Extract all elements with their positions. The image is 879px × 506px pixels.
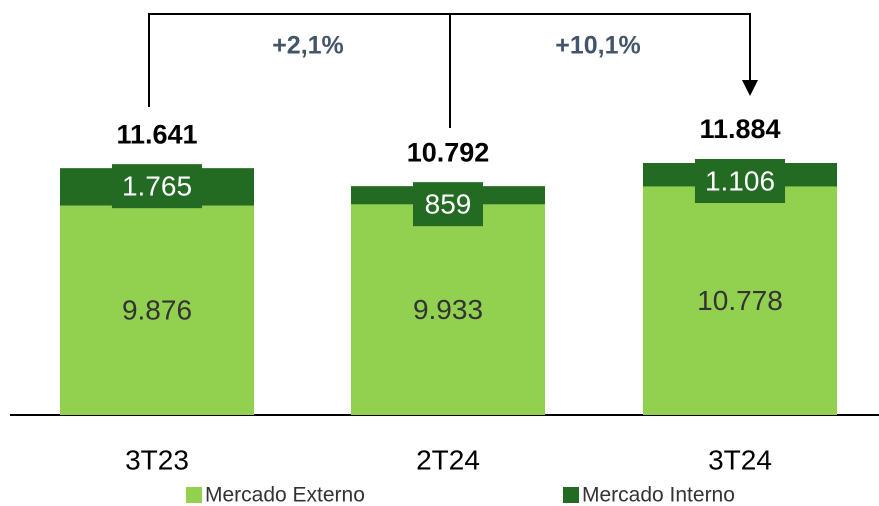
arrow-head xyxy=(742,80,758,96)
segment-label: 1.765 xyxy=(122,171,192,202)
segment-label-box xyxy=(694,159,786,203)
segment-label-box xyxy=(413,182,483,227)
total-label: 11.884 xyxy=(699,114,780,144)
x-tick-label: 2T24 xyxy=(416,444,480,475)
x-tick-label: 3T23 xyxy=(125,444,189,475)
segment-label: 9.876 xyxy=(122,295,192,326)
bar-segment xyxy=(351,204,545,415)
legend-swatch xyxy=(186,487,202,503)
annotation: +2,1% xyxy=(272,32,344,60)
segment-label-box xyxy=(111,164,203,209)
segment-label: 9.933 xyxy=(413,294,483,325)
comparison-arrows xyxy=(148,13,751,128)
total-label: 10.792 xyxy=(407,137,490,167)
x-tick-label: 3T24 xyxy=(708,444,772,475)
bar-segment xyxy=(60,205,254,415)
segment-label: 859 xyxy=(425,189,472,220)
legend-label: Mercado Interno xyxy=(582,484,735,506)
bar-segment xyxy=(643,186,837,415)
segment-label: 1.106 xyxy=(705,165,775,196)
legend-swatch xyxy=(563,487,579,503)
segment-label: 10.778 xyxy=(697,285,783,316)
total-label: 11.641 xyxy=(116,119,197,149)
legend-label: Mercado Externo xyxy=(205,484,365,506)
annotation: +10,1% xyxy=(555,32,641,60)
